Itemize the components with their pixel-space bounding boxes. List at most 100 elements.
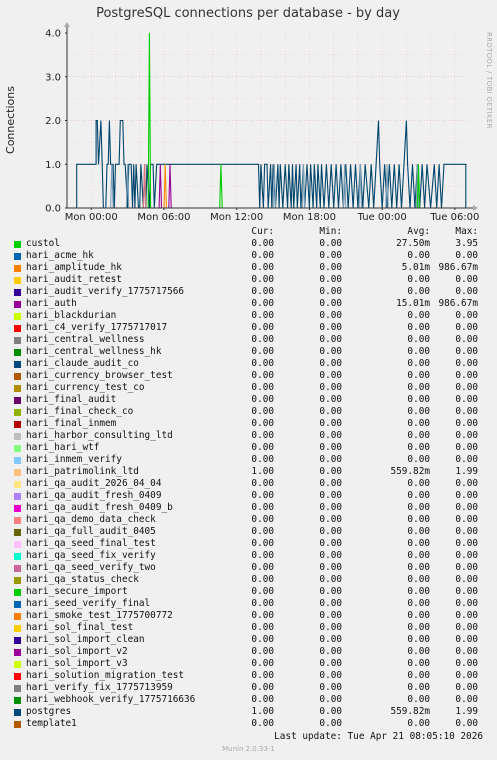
legend-cur: 0.00 bbox=[251, 634, 274, 645]
legend-name: hari_amplitude_hk bbox=[26, 262, 122, 273]
legend-avg: 0.00 bbox=[407, 478, 430, 489]
legend-min: 0.00 bbox=[319, 526, 342, 537]
legend-row: hari_qa_audit_fresh_0409 0.00 0.00 0.00 0.00 bbox=[0, 490, 497, 502]
legend-row: hari_hari_wtf 0.00 0.00 0.00 0.00 bbox=[0, 442, 497, 454]
legend-row: hari_claude_audit_co 0.00 0.00 0.00 0.00 bbox=[0, 358, 497, 370]
legend-max: 0.00 bbox=[455, 682, 478, 693]
legend-min: 0.00 bbox=[319, 478, 342, 489]
legend-swatch bbox=[14, 709, 21, 716]
legend-min: 0.00 bbox=[319, 622, 342, 633]
legend-swatch bbox=[14, 253, 21, 260]
legend-row: hari_final_check_co 0.00 0.00 0.00 0.00 bbox=[0, 406, 497, 418]
legend-avg: 0.00 bbox=[407, 322, 430, 333]
legend-name: hari_verify_fix_1775713959 bbox=[26, 682, 173, 693]
y-tick-label: 4.0 bbox=[45, 29, 61, 40]
legend-name: hari_seed_verify_final bbox=[26, 598, 151, 609]
legend-cur: 0.00 bbox=[251, 574, 274, 585]
legend-name: postgres bbox=[26, 706, 72, 717]
legend-cur: 0.00 bbox=[251, 418, 274, 429]
legend-min: 0.00 bbox=[319, 262, 342, 273]
legend-avg: 15.01m bbox=[396, 298, 430, 309]
legend-min: 0.00 bbox=[319, 274, 342, 285]
legend-max: 3.95 bbox=[455, 238, 478, 249]
legend-min: 0.00 bbox=[319, 358, 342, 369]
legend-cur: 0.00 bbox=[251, 274, 274, 285]
legend-name: hari_qa_seed_verify_two bbox=[26, 562, 156, 573]
axes bbox=[64, 22, 478, 211]
legend-avg: 0.00 bbox=[407, 526, 430, 537]
legend-row: hari_amplitude_hk 0.00 0.00 5.01m 986.67m bbox=[0, 262, 497, 274]
legend-avg: 0.00 bbox=[407, 418, 430, 429]
last-update: Last update: Tue Apr 21 08:05:10 2026 bbox=[274, 731, 483, 742]
legend-avg: 0.00 bbox=[407, 310, 430, 321]
legend-cur: 0.00 bbox=[251, 682, 274, 693]
legend-swatch bbox=[14, 505, 21, 512]
x-tick-label: Tue 00:00 bbox=[357, 212, 407, 223]
legend-name: hari_sol_import_v2 bbox=[26, 646, 128, 657]
legend-name: hari_final_inmem bbox=[26, 418, 117, 429]
legend-name: hari_sol_import_v3 bbox=[26, 658, 128, 669]
legend-name: hari_qa_status_check bbox=[26, 574, 139, 585]
legend-name: hari_central_wellness_hk bbox=[26, 346, 162, 357]
legend-avg: 0.00 bbox=[407, 562, 430, 573]
legend-cur: 0.00 bbox=[251, 442, 274, 453]
legend-avg: 0.00 bbox=[407, 286, 430, 297]
legend-avg: 0.00 bbox=[407, 346, 430, 357]
tick-labels: 0.0 1.0 2.0 3.0 4.0 Mon 00:00 Mon 06:00 Mon 12:… bbox=[45, 29, 479, 224]
legend-swatch bbox=[14, 265, 21, 272]
legend-max: 0.00 bbox=[455, 358, 478, 369]
legend-name: hari_auth bbox=[26, 298, 77, 309]
legend-min: 0.00 bbox=[319, 610, 342, 621]
x-tick-label: Mon 18:00 bbox=[283, 212, 336, 223]
legend-min: 0.00 bbox=[319, 574, 342, 585]
legend-swatch bbox=[14, 301, 21, 308]
legend-name: hari_patrimolink_ltd bbox=[26, 466, 139, 477]
legend-row: hari_solution_migration_test 0.00 0.00 0.00… bbox=[0, 670, 497, 682]
legend-swatch bbox=[14, 373, 21, 380]
legend-max: 0.00 bbox=[455, 538, 478, 549]
legend-min: 0.00 bbox=[319, 238, 342, 249]
legend-row: hari_audit_retest 0.00 0.00 0.00 0.00 bbox=[0, 274, 497, 286]
legend-avg: 559.82m bbox=[390, 706, 430, 717]
legend-cur: 0.00 bbox=[251, 322, 274, 333]
legend-min: 0.00 bbox=[319, 430, 342, 441]
legend-swatch bbox=[14, 421, 21, 428]
legend-avg: 5.01m bbox=[401, 262, 430, 273]
legend-row: hari_auth 0.00 0.00 15.01m 986.67m bbox=[0, 298, 497, 310]
legend-cur: 0.00 bbox=[251, 382, 274, 393]
max-header: Max: bbox=[455, 226, 478, 237]
legend-cur: 0.00 bbox=[251, 718, 274, 729]
legend-name: hari_blackdurian bbox=[26, 310, 117, 321]
legend-swatch bbox=[14, 685, 21, 692]
legend-swatch bbox=[14, 277, 21, 284]
legend-max: 0.00 bbox=[455, 382, 478, 393]
legend-avg: 0.00 bbox=[407, 694, 430, 705]
legend-swatch bbox=[14, 589, 21, 596]
legend-min: 0.00 bbox=[319, 538, 342, 549]
legend-name: hari_qa_demo_data_check bbox=[26, 514, 156, 525]
legend-swatch bbox=[14, 337, 21, 344]
legend-row: hari_qa_full_audit_0405 0.00 0.00 0.00 0.00 bbox=[0, 526, 497, 538]
legend: Cur: Min: Avg: Max: custol 0.00 0.00 27.50m… bbox=[0, 226, 497, 730]
legend-name: custol bbox=[26, 238, 60, 249]
legend-avg: 0.00 bbox=[407, 394, 430, 405]
legend-name: hari_smoke_test_1775700772 bbox=[26, 610, 173, 621]
legend-swatch bbox=[14, 289, 21, 296]
legend-row: hari_currency_test_co 0.00 0.00 0.00 0.00 bbox=[0, 382, 497, 394]
legend-swatch bbox=[14, 541, 21, 548]
legend-max: 0.00 bbox=[455, 322, 478, 333]
legend-max: 0.00 bbox=[455, 502, 478, 513]
legend-min: 0.00 bbox=[319, 718, 342, 729]
legend-avg: 0.00 bbox=[407, 682, 430, 693]
legend-name: hari_final_audit bbox=[26, 394, 117, 405]
legend-avg: 0.00 bbox=[407, 250, 430, 261]
avg-header: Avg: bbox=[407, 226, 430, 237]
legend-row: hari_central_wellness_hk 0.00 0.00 0.00 0.00 bbox=[0, 346, 497, 358]
rrdtool-watermark: RRDTOOL / TOBI OETIKER bbox=[485, 32, 493, 129]
cur-header: Cur: bbox=[251, 226, 274, 237]
legend-min: 0.00 bbox=[319, 370, 342, 381]
legend-row: hari_secure_import 0.00 0.00 0.00 0.00 bbox=[0, 586, 497, 598]
legend-avg: 0.00 bbox=[407, 490, 430, 501]
legend-row: hari_harbor_consulting_ltd 0.00 0.00 0.00 0.… bbox=[0, 430, 497, 442]
series-line-postgres bbox=[76, 119, 467, 209]
